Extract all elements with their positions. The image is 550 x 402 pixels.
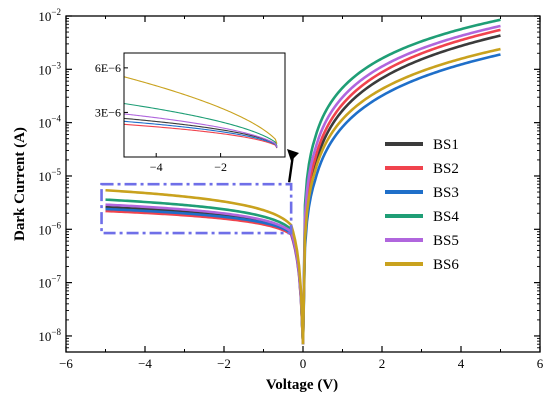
legend-label-bs1: BS1 [433,137,459,153]
legend-label-bs2: BS2 [433,161,459,177]
x-tick-label: 6 [537,356,544,371]
x-tick-label: 2 [379,356,386,371]
legend: BS1 BS2 BS3 BS4 BS5 BS6 [385,137,459,273]
inset-series-line-bs4 [124,102,278,147]
y-tick-label: 10−8 [38,327,61,344]
inset-series-line-bs3 [124,120,278,148]
x-tick-label: −2 [217,356,231,371]
inset-x-tick-label: −4 [150,160,163,174]
axis-ticks: −6 −4 −2 0 2 4 6 10−8 10−7 10−6 10−5 10−4 10−3 10−2 [38,7,543,371]
legend-label-bs5: BS5 [433,233,459,249]
y-axis-title: Dark Current (A) [12,127,28,241]
legend-label-bs3: BS3 [433,185,459,201]
x-tick-label: −6 [59,356,73,371]
x-tick-label: 0 [300,356,307,371]
y-tick-label: 10−4 [38,114,61,131]
inset-y-tick-label: 6E−6 [95,61,121,75]
zoom-box [100,182,293,235]
series-layer [105,18,501,345]
x-axis-title: Voltage (V) [266,377,338,393]
inset-series-line-bs5 [124,113,278,148]
inset-series-line-bs6 [124,76,278,144]
inset-frame [123,52,286,158]
legend-label-bs4: BS4 [433,209,459,225]
y-tick-label: 10−2 [38,7,61,24]
series-line-bs6 [105,47,501,345]
inset-series-line-bs1 [124,117,278,148]
zoom-box-layer [100,182,293,235]
y-tick-label: 10−6 [38,220,61,237]
x-tick-label: 4 [458,356,465,371]
y-tick-label: 10−7 [38,274,61,291]
y-tick-label: 10−5 [38,167,61,184]
x-tick-label: −4 [138,356,152,371]
y-tick-label: 10−3 [38,60,61,77]
inset-series-line-bs2 [124,123,278,149]
zoom-arrow-head [287,149,299,161]
inset-y-tick-label: 3E−6 [95,105,121,119]
inset-x-tick-label: −2 [214,160,227,174]
legend-label-bs6: BS6 [433,257,459,273]
inset-plot: −4 −2 3E−6 6E−6 [95,52,299,183]
